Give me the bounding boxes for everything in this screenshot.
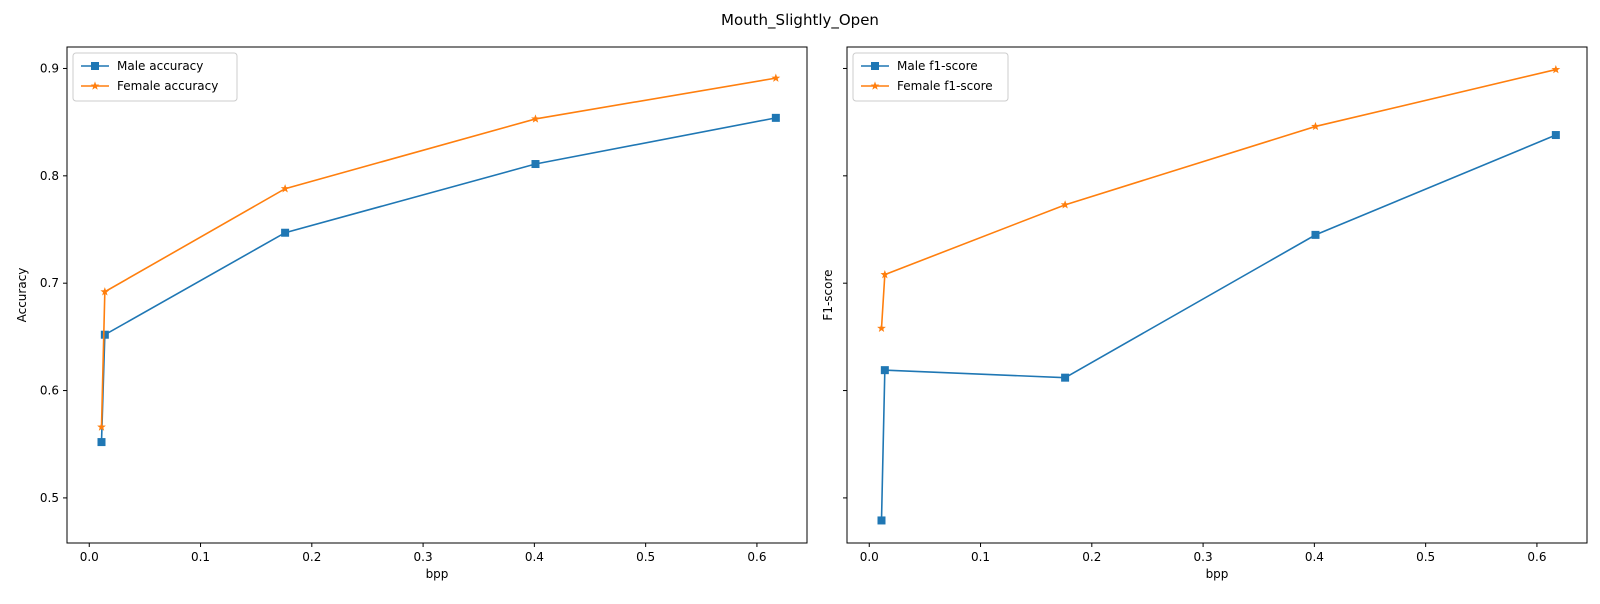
female-accuracy-line xyxy=(100,77,776,428)
legend-label: Female f1-score xyxy=(897,79,993,93)
x-tick-label: 0.4 xyxy=(525,550,544,564)
x-tick-label: 0.6 xyxy=(1527,550,1546,564)
female-f1-score-point xyxy=(877,323,886,332)
male-accuracy-point xyxy=(281,228,290,237)
female-accuracy-point xyxy=(100,287,110,296)
female-f1-score-legend-marker xyxy=(870,81,880,90)
f1-score-panel: 0.0 0.1 0.2 0.3 0.4 0.5 0.6 bpp F1-score Male f1-… xyxy=(821,46,1588,581)
male-f1-score-point xyxy=(880,366,889,375)
male-accuracy-legend-marker xyxy=(91,62,99,70)
x-tick-label: 0.1 xyxy=(971,550,990,564)
legend-box xyxy=(72,52,238,102)
male-f1-score-point xyxy=(877,516,886,525)
female-f1-score-point xyxy=(1551,64,1561,74)
legend: Male accuracy Female accuracy xyxy=(72,52,238,102)
female-f1-score-point xyxy=(1311,121,1320,131)
accuracy-panel: 0.0 0.1 0.2 0.3 0.4 0.5 0.6 0.5 0.6 0.7 0.8 0.9 bpp A… xyxy=(15,46,808,581)
x-tick-label: 0.0 xyxy=(80,550,99,564)
y-tick-label: 0.6 xyxy=(40,384,59,398)
male-accuracy-line xyxy=(100,117,776,443)
x-tick-label: 0.4 xyxy=(1305,550,1324,564)
x-tick-label: 0.3 xyxy=(414,550,433,564)
legend-box xyxy=(852,52,1009,102)
x-tick-label: 0.2 xyxy=(1082,550,1101,564)
x-axis-label: bpp xyxy=(1206,567,1229,581)
male-accuracy-point xyxy=(531,160,540,169)
x-axis-label: bpp xyxy=(426,567,449,581)
x-tick-label: 0.6 xyxy=(747,550,766,564)
legend: Male f1-score Female f1-score xyxy=(852,52,1009,102)
female-accuracy-point xyxy=(531,114,540,123)
legend-label: Female accuracy xyxy=(117,79,218,93)
legend-label: Male f1-score xyxy=(897,59,978,73)
y-tick-label: 0.9 xyxy=(40,61,59,75)
y-tick-label: 0.8 xyxy=(40,169,59,183)
male-accuracy-point xyxy=(771,113,780,122)
female-accuracy-point xyxy=(280,184,290,193)
x-tick-label: 0.5 xyxy=(636,550,655,564)
x-tick-label: 0.0 xyxy=(860,550,879,564)
male-f1-score-point xyxy=(1551,131,1560,140)
male-f1-score-line xyxy=(880,134,1557,521)
x-tick-label: 0.2 xyxy=(302,550,321,564)
female-f1-score-point xyxy=(880,270,890,279)
male-accuracy-point xyxy=(100,330,109,339)
female-accuracy-legend-marker xyxy=(90,81,100,90)
axes-frame xyxy=(66,46,808,544)
male-f1-score-point xyxy=(1311,230,1320,239)
female-accuracy-point xyxy=(97,422,106,431)
male-f1-score-legend-marker xyxy=(871,62,879,70)
figure-title: Mouth_Slightly_Open xyxy=(721,11,879,30)
y-axis-label: Accuracy xyxy=(15,268,29,323)
female-accuracy-point xyxy=(771,73,781,82)
legend-label: Male accuracy xyxy=(117,59,203,73)
x-tick-label: 0.5 xyxy=(1416,550,1435,564)
male-accuracy-point xyxy=(97,438,106,447)
y-tick-label: 0.5 xyxy=(40,491,59,505)
x-tick-label: 0.1 xyxy=(191,550,210,564)
x-tick-label: 0.3 xyxy=(1194,550,1213,564)
male-f1-score-point xyxy=(1061,373,1070,382)
female-f1-score-point xyxy=(1060,200,1070,209)
y-axis-label: F1-score xyxy=(821,269,835,320)
axes-frame xyxy=(846,46,1588,544)
y-tick-label: 0.7 xyxy=(40,276,59,290)
